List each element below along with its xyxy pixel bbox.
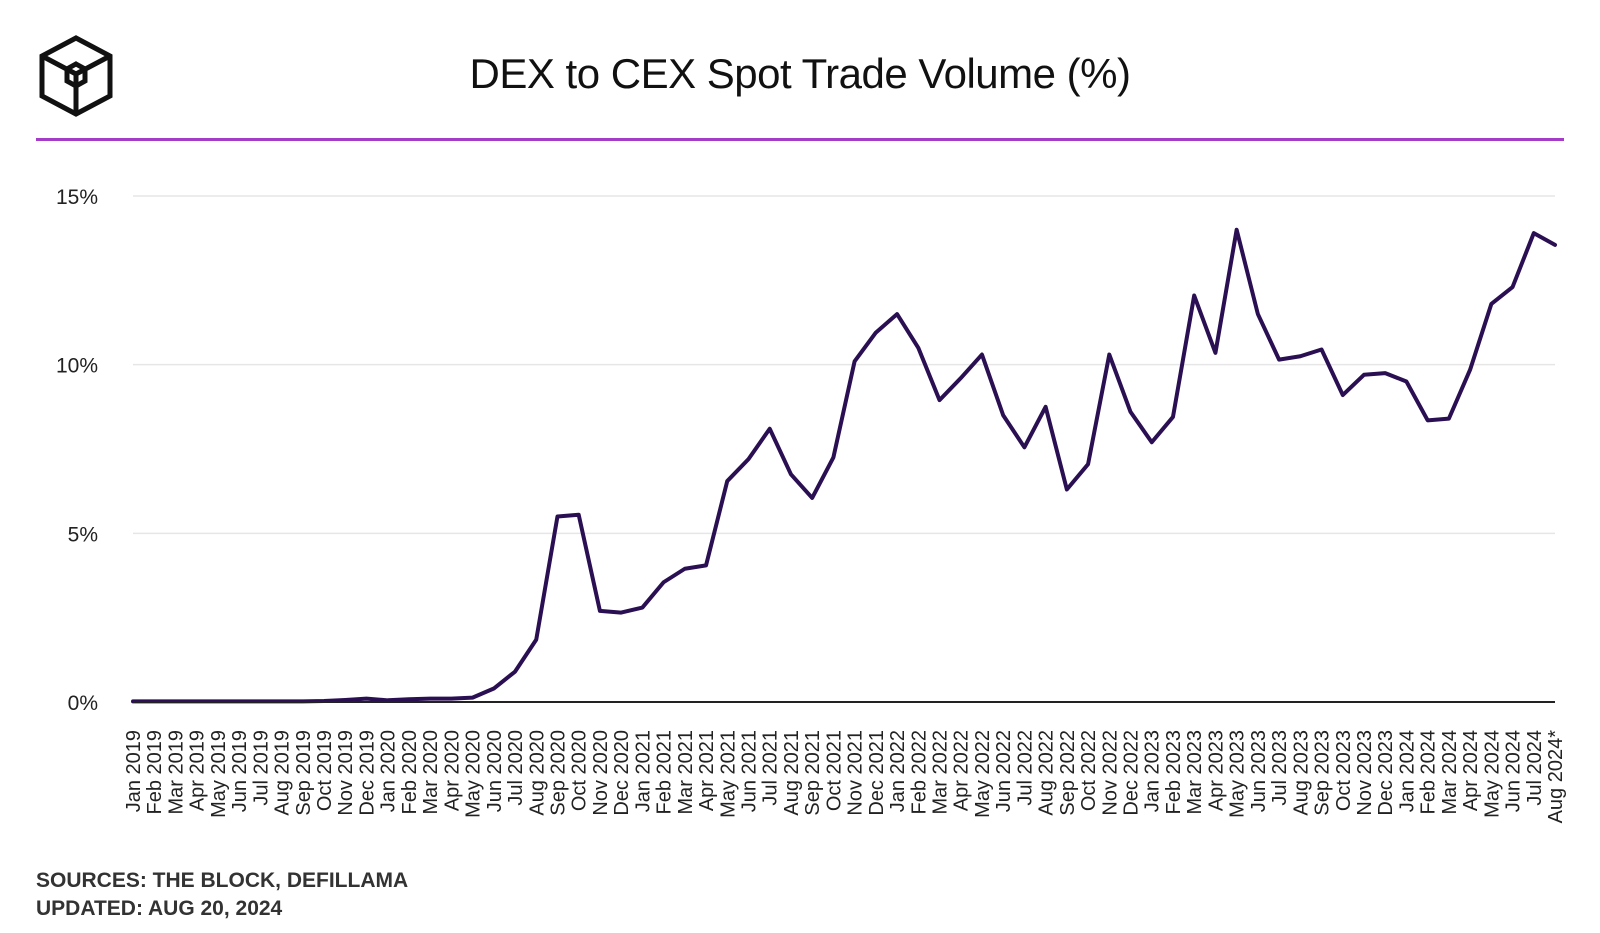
x-tick-label: Oct 2022 xyxy=(1078,730,1100,811)
x-tick-label: Jan 2022 xyxy=(887,730,909,812)
x-tick-label: Jan 2021 xyxy=(632,730,654,812)
x-tick-label: May 2022 xyxy=(972,730,994,818)
x-tick-label: Apr 2024 xyxy=(1460,730,1482,811)
x-tick-label: Feb 2019 xyxy=(144,730,166,815)
x-tick-label: Jun 2021 xyxy=(738,730,760,812)
x-tick-label: Nov 2023 xyxy=(1354,730,1376,816)
x-tick-label: Mar 2019 xyxy=(165,730,187,815)
y-tick-label: 5% xyxy=(68,523,98,546)
x-tick-label: Sep 2019 xyxy=(293,730,315,816)
x-tick-label: Sep 2022 xyxy=(1057,730,1079,816)
x-tick-label: Apr 2021 xyxy=(696,730,718,811)
x-tick-label: Dec 2019 xyxy=(356,730,378,816)
x-tick-label: Feb 2023 xyxy=(1163,730,1185,815)
x-tick-label: Apr 2022 xyxy=(951,730,973,811)
series-line xyxy=(131,227,1557,704)
x-tick-label: Aug 2019 xyxy=(272,730,294,816)
x-tick-label: Sep 2023 xyxy=(1312,730,1334,816)
x-tick-label: Jul 2021 xyxy=(760,730,782,806)
x-tick-label: Dec 2021 xyxy=(866,730,888,816)
x-tick-label: Jun 2024 xyxy=(1503,730,1525,812)
x-tick-label: Oct 2019 xyxy=(314,730,336,811)
x-tick-label: Mar 2023 xyxy=(1184,730,1206,815)
x-tick-label: Jun 2023 xyxy=(1248,730,1270,812)
x-tick-label: Jun 2020 xyxy=(484,730,506,812)
x-tick-label: Feb 2020 xyxy=(399,730,421,815)
x-tick-label: Nov 2020 xyxy=(590,730,612,816)
x-tick-label: Mar 2020 xyxy=(420,730,442,815)
x-tick-label: Aug 2024* xyxy=(1545,730,1567,824)
x-tick-label: Jun 2022 xyxy=(993,730,1015,812)
x-tick-label: Feb 2022 xyxy=(908,730,930,815)
x-tick-label: Jul 2020 xyxy=(505,730,527,806)
x-tick-label: May 2020 xyxy=(463,730,485,818)
x-tick-label: Jul 2024 xyxy=(1524,730,1546,806)
x-tick-label: Mar 2024 xyxy=(1439,730,1461,815)
x-tick-label: Apr 2019 xyxy=(187,730,209,811)
x-tick-label: Oct 2023 xyxy=(1333,730,1355,811)
x-tick-label: May 2024 xyxy=(1481,730,1503,818)
x-tick-label: Feb 2021 xyxy=(654,730,676,815)
x-tick-label: Dec 2020 xyxy=(611,730,633,816)
x-tick-label: Nov 2021 xyxy=(845,730,867,816)
x-tick-label: May 2023 xyxy=(1227,730,1249,818)
x-tick-label: Aug 2021 xyxy=(781,730,803,816)
x-tick-label: Sep 2021 xyxy=(802,730,824,816)
x-tick-label: Aug 2022 xyxy=(1036,730,1058,816)
x-tick-label: Jul 2022 xyxy=(1014,730,1036,806)
x-tick-label: May 2019 xyxy=(208,730,230,818)
x-tick-label: Jan 2019 xyxy=(123,730,145,812)
line-chart: 0%5%10%15% Jan 2019 Feb 2019 Mar 2019 Apr 2… xyxy=(56,186,1567,824)
y-axis-ticks: 0% 5% 10% 15% xyxy=(56,186,98,715)
footer: SOURCES: THE BLOCK, DEFILLAMA UPDATED: A… xyxy=(36,867,408,923)
title-divider xyxy=(36,138,1564,141)
x-tick-label: May 2021 xyxy=(717,730,739,818)
x-tick-label: Nov 2019 xyxy=(335,730,357,816)
x-tick-label: Jun 2019 xyxy=(229,730,251,812)
x-tick-label: Nov 2022 xyxy=(1099,730,1121,816)
x-tick-label: Mar 2021 xyxy=(675,730,697,815)
x-tick-label: Apr 2023 xyxy=(1205,730,1227,811)
x-tick-label: Oct 2020 xyxy=(569,730,591,811)
x-tick-label: Jan 2024 xyxy=(1396,730,1418,812)
x-tick-label: Mar 2022 xyxy=(930,730,952,815)
y-tick-label: 15% xyxy=(56,186,98,209)
x-tick-label: Jul 2023 xyxy=(1269,730,1291,806)
x-tick-label: Aug 2023 xyxy=(1290,730,1312,816)
x-tick-label: Sep 2020 xyxy=(547,730,569,816)
x-axis-ticks: Jan 2019 Feb 2019 Mar 2019 Apr 2019 May 2019… xyxy=(123,730,1567,824)
x-tick-label: Apr 2020 xyxy=(441,730,463,811)
page-title: DEX to CEX Spot Trade Volume (%) xyxy=(469,50,1131,97)
y-tick-label: 10% xyxy=(56,355,98,378)
y-tick-label: 0% xyxy=(68,692,98,715)
x-tick-label: Jan 2023 xyxy=(1142,730,1164,812)
sources-note: SOURCES: THE BLOCK, DEFILLAMA xyxy=(36,869,409,892)
cube-logo-icon xyxy=(39,35,113,117)
x-tick-label: Jul 2019 xyxy=(250,730,272,806)
gridlines xyxy=(133,195,1555,535)
x-tick-label: Feb 2024 xyxy=(1418,730,1440,815)
x-tick-label: Jan 2020 xyxy=(378,730,400,812)
x-tick-label: Aug 2020 xyxy=(526,730,548,816)
x-tick-label: Oct 2021 xyxy=(823,730,845,811)
updated-note: UPDATED: AUG 20, 2024 xyxy=(36,897,283,920)
x-tick-label: Dec 2022 xyxy=(1121,730,1143,816)
x-tick-label: Dec 2023 xyxy=(1375,730,1397,816)
